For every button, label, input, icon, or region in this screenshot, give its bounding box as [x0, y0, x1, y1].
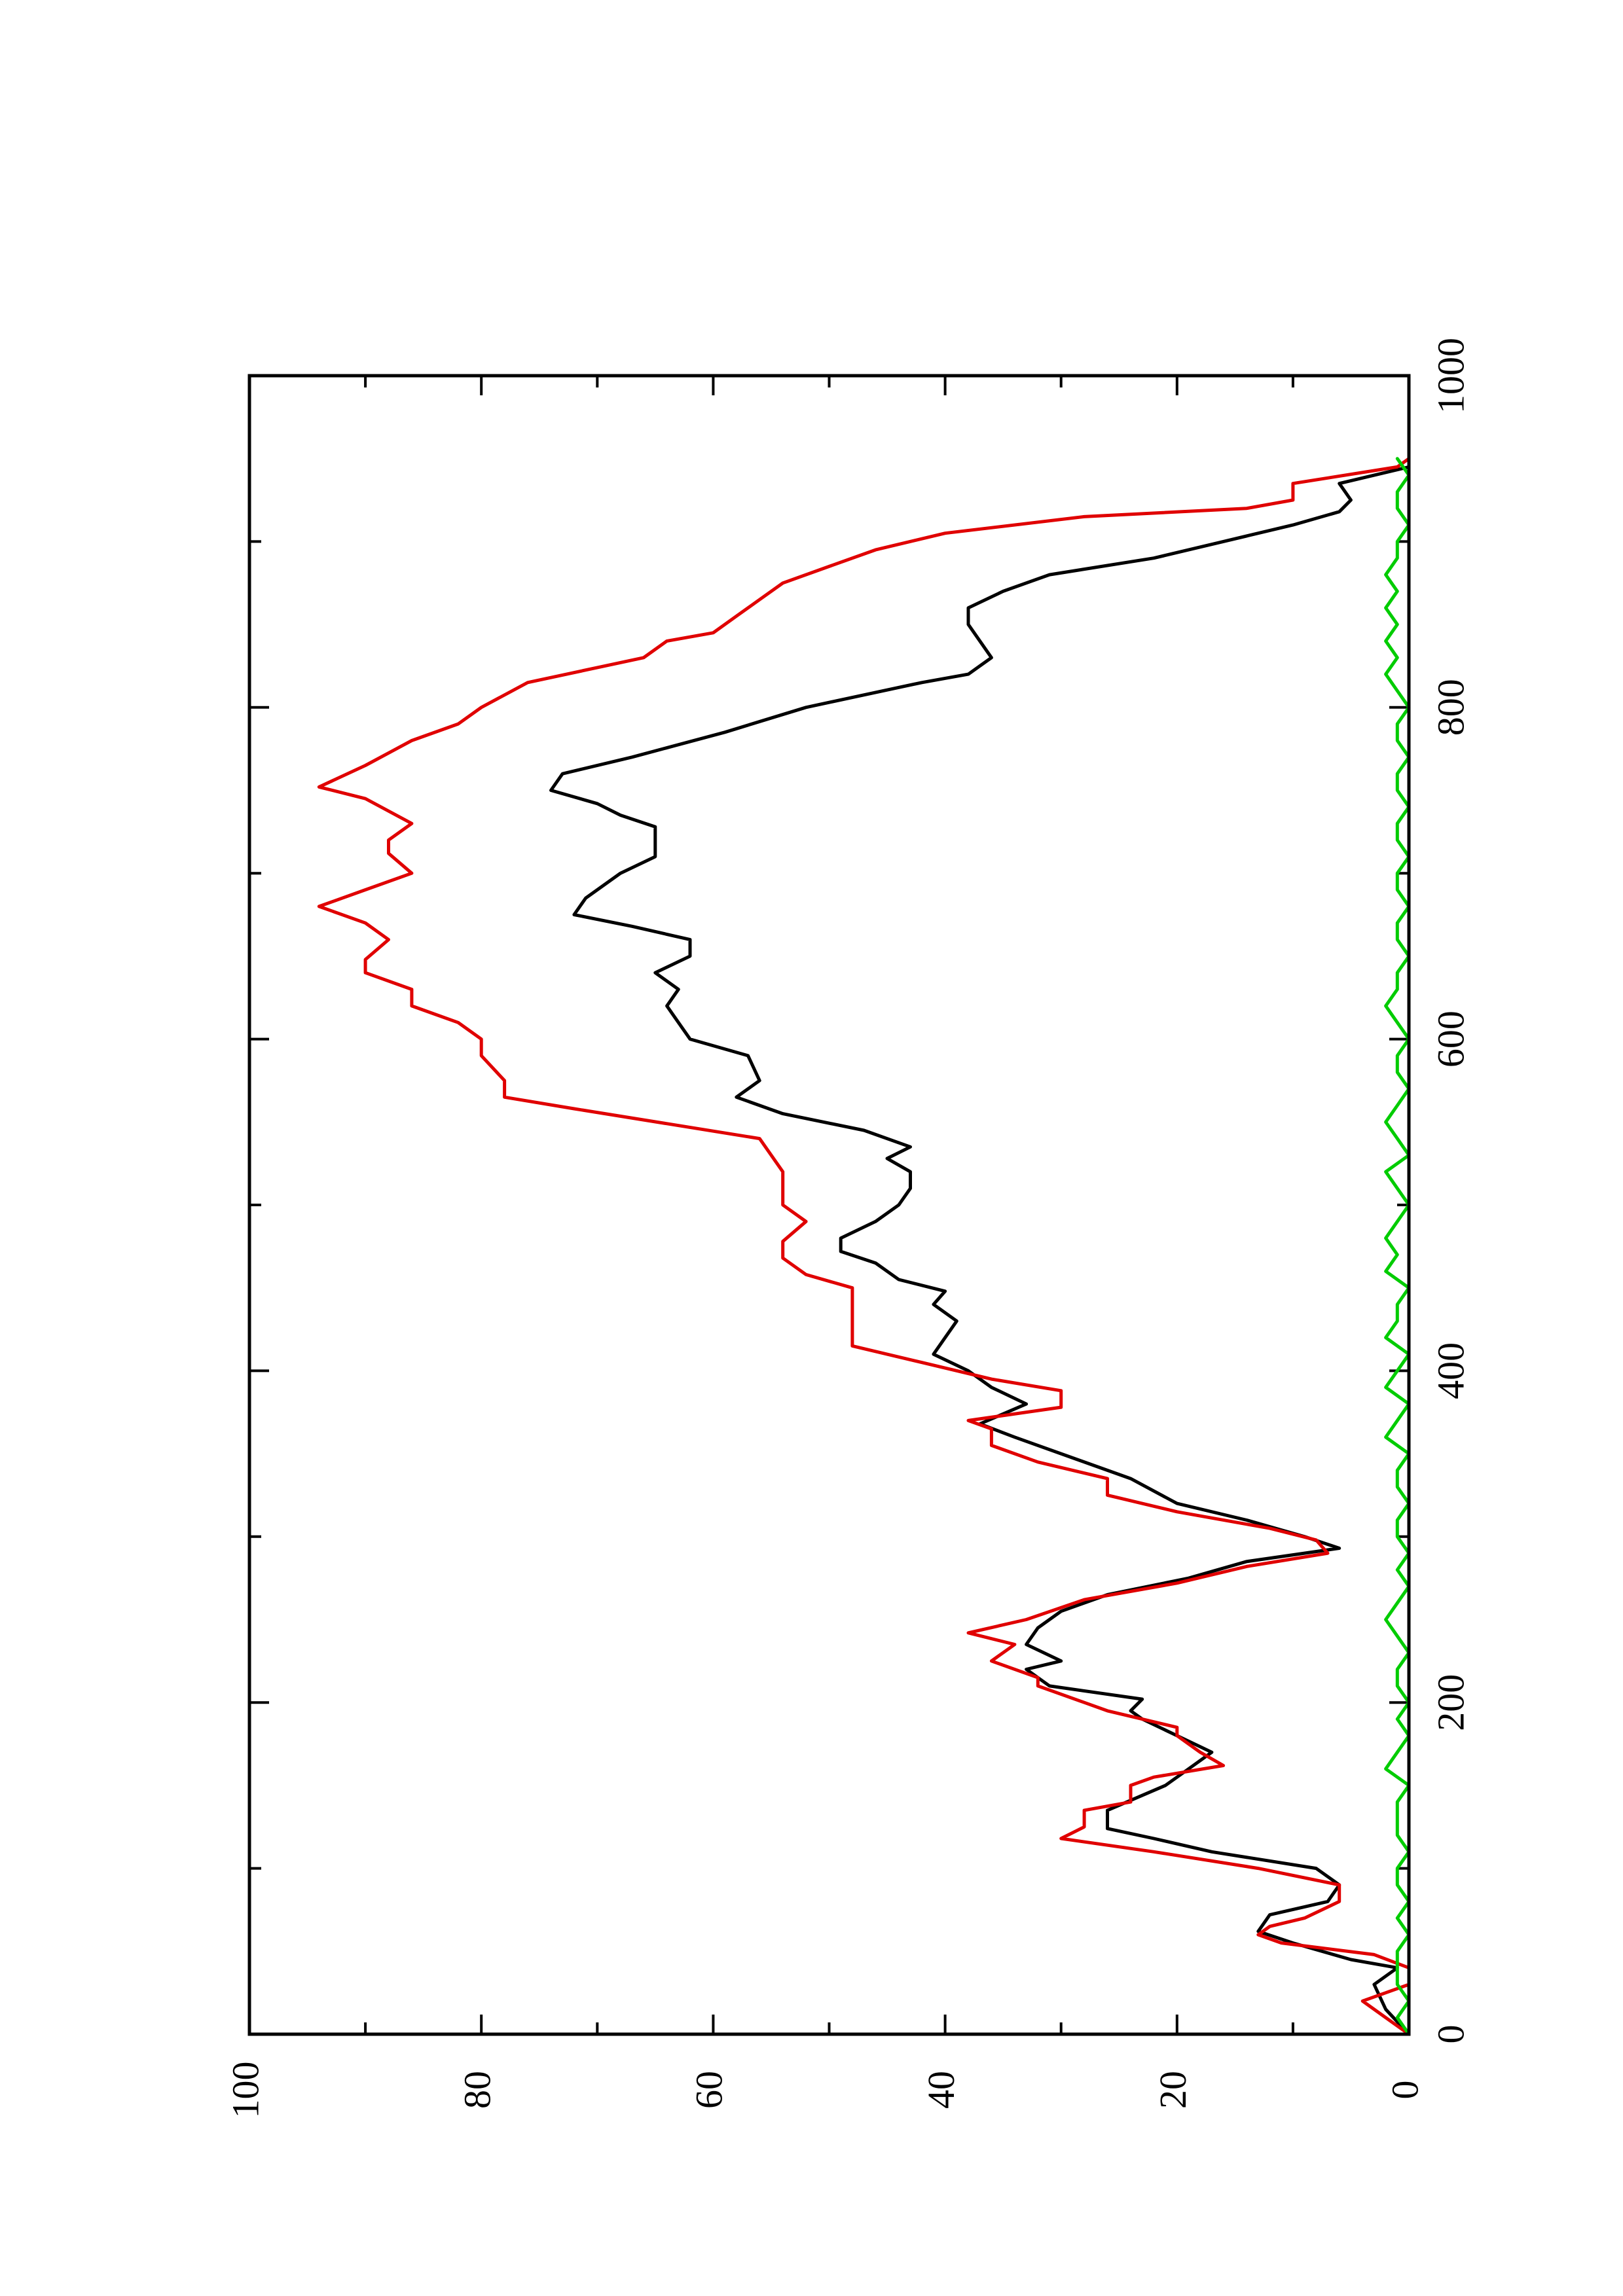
y-tick-label: 80 — [456, 2071, 499, 2109]
x-tick-label: 400 — [1429, 1342, 1472, 1399]
y-tick-label: 60 — [688, 2071, 731, 2109]
y-tick-label: 20 — [1152, 2071, 1194, 2109]
series-line-3 — [1384, 457, 1411, 2036]
tick-marks — [248, 374, 1410, 2036]
x-tick-label: 0 — [1429, 2025, 1472, 2044]
y-tick-label: 40 — [920, 2071, 962, 2109]
x-tick-label: 1000 — [1429, 338, 1472, 414]
series-group — [317, 457, 1411, 2036]
x-tick-label: 800 — [1429, 679, 1472, 736]
series-line-1 — [549, 465, 1411, 2036]
plot-frame — [247, 374, 1411, 2036]
tick-labels: 0 200 400 600 800 1000 0 20 40 60 80 100 — [224, 338, 1472, 2119]
y-tick-label: 0 — [1383, 2081, 1426, 2100]
y-tick-label: 100 — [224, 2062, 266, 2119]
x-tick-label: 600 — [1429, 1011, 1472, 1067]
series-line-2 — [317, 457, 1411, 2036]
x-tick-label: 200 — [1429, 1674, 1472, 1731]
